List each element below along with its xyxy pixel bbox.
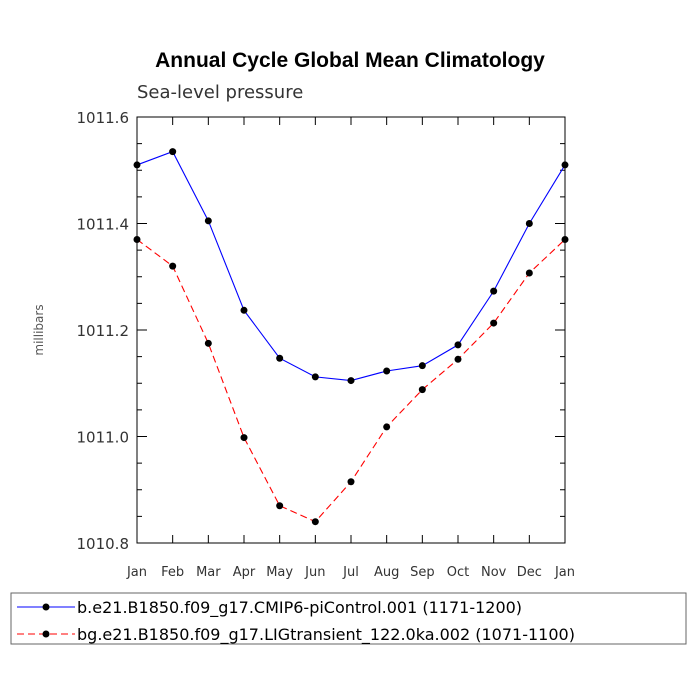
series-1-point	[311, 373, 319, 381]
legend-label-2: bg.e21.B1850.f09_g17.LIGtransient_122.0k…	[77, 625, 575, 645]
series-2-point	[311, 518, 319, 526]
x-tick-label: Nov	[481, 565, 507, 580]
y-tick-label: 1011.2	[77, 322, 130, 340]
series-1-point	[525, 220, 533, 227]
series-2-point	[169, 262, 177, 270]
series-2-point	[347, 478, 355, 486]
x-tick-label: Aug	[374, 565, 399, 580]
series-1-point	[383, 367, 391, 375]
series-1-point	[133, 161, 141, 169]
chart-subtitle: Sea-level pressure	[137, 82, 303, 103]
series-2-point	[383, 423, 391, 431]
series-line-1	[136, 150, 566, 382]
series-1-point	[240, 306, 248, 314]
x-tick-label: Jan	[554, 565, 575, 580]
x-tick-label: Feb	[161, 565, 184, 580]
x-tick-label: Sep	[410, 565, 435, 580]
series-2-point	[490, 319, 498, 327]
y-axis-label: millibars	[32, 304, 46, 355]
series-1-point	[454, 341, 462, 349]
series-layer	[133, 148, 569, 526]
series-2-point	[276, 502, 284, 510]
y-ticks: 1010.8 1011.0 1011.2 1011.4 1011.6	[77, 109, 565, 553]
x-tick-label: Mar	[196, 565, 221, 580]
series-2-point	[454, 355, 462, 363]
x-tick-label: Jul	[342, 565, 359, 580]
x-tick-label: May	[266, 565, 293, 580]
series-1-point	[204, 217, 212, 225]
y-tick-label: 1011.4	[77, 216, 130, 234]
x-tick-label: Jan	[126, 565, 147, 580]
legend-marker-1	[42, 603, 50, 611]
y-tick-label: 1010.8	[77, 535, 130, 553]
y-tick-label: 1011.6	[77, 109, 130, 127]
series-2-point	[133, 235, 141, 243]
series-1-point	[490, 287, 498, 295]
series-1-point	[418, 362, 426, 370]
legend-marker-2	[42, 630, 50, 638]
series-1-point	[169, 148, 177, 156]
series-2-point	[240, 434, 248, 442]
x-tick-label: Apr	[233, 565, 256, 580]
y-tick-label: 1011.0	[77, 429, 130, 447]
series-1-point	[561, 161, 569, 169]
legend: b.e21.B1850.f09_g17.CMIP6-piControl.001 …	[10, 592, 687, 645]
legend-box	[10, 592, 687, 645]
x-tick-label: Jun	[304, 565, 325, 580]
series-2-point	[561, 235, 569, 243]
series-1-point	[347, 377, 355, 385]
x-tick-label: Dec	[517, 565, 542, 580]
x-ticks: Jan Feb Mar Apr May Jun Jul Aug Sep Oct Nov Dec Jan	[126, 117, 575, 580]
series-2-point	[525, 269, 533, 277]
x-tick-label: Oct	[447, 565, 469, 580]
legend-label-1: b.e21.B1850.f09_g17.CMIP6-piControl.001 …	[77, 598, 522, 618]
chart-title: Annual Cycle Global Mean Climatology	[155, 49, 545, 72]
series-2-point	[204, 339, 212, 347]
series-1-point	[276, 354, 284, 362]
series-2-point	[418, 386, 426, 394]
